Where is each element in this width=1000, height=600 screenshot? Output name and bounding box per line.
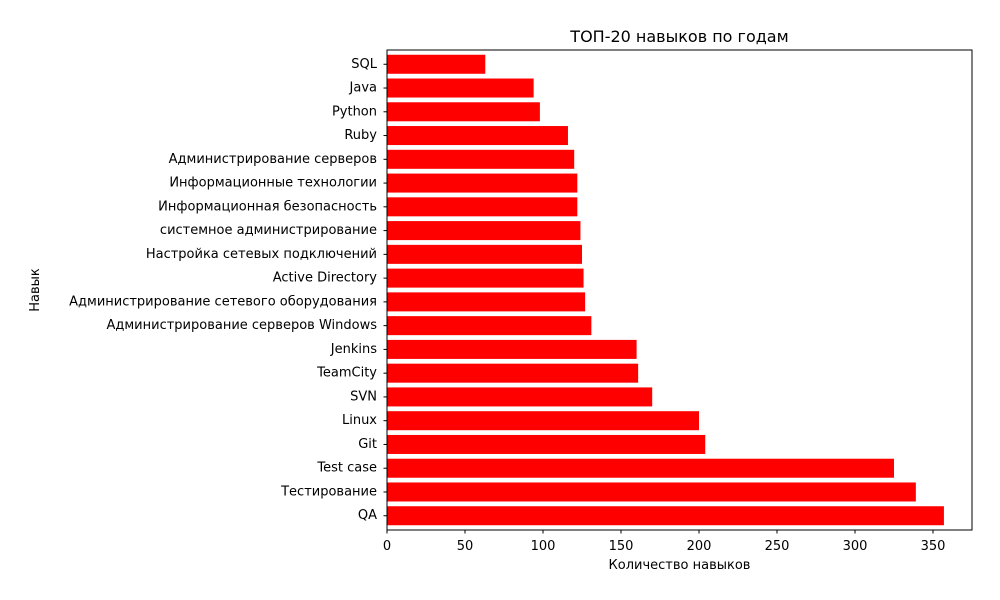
y-axis-ticks: QA Тестирование Test case Git Linux SVN TeamCi… — [69, 57, 387, 523]
y-tick-label: Jenkins — [330, 342, 377, 357]
bar — [387, 102, 540, 122]
x-axis-label: Количество навыков — [609, 558, 751, 573]
bar — [387, 221, 581, 241]
y-tick-label: Информационные технологии — [169, 176, 377, 191]
y-tick-label: Python — [332, 104, 377, 119]
bar — [387, 339, 637, 359]
y-tick-label: Информационная безопасность — [158, 199, 377, 214]
y-tick-label: Ruby — [344, 128, 377, 143]
x-tick-label: 250 — [765, 539, 790, 554]
bar — [387, 482, 916, 502]
x-tick-label: 50 — [457, 539, 474, 554]
y-tick-label: Git — [358, 437, 377, 452]
bar — [387, 434, 706, 454]
bar — [387, 244, 582, 264]
y-tick-label: системное администрирование — [160, 223, 377, 238]
bar — [387, 292, 586, 312]
plot-frame — [386, 49, 973, 531]
y-tick-label: Администрирование серверов Windows — [106, 318, 377, 333]
x-tick-label: 150 — [609, 539, 634, 554]
bar — [387, 411, 699, 431]
bar — [387, 387, 653, 407]
y-tick-label: Администрирование серверов — [169, 152, 377, 167]
y-tick-label: Тестирование — [280, 484, 377, 499]
y-tick-label: Linux — [342, 413, 377, 428]
x-axis-ticks: 0 50 100 150 200 250 300 350 — [383, 530, 946, 554]
bar — [387, 78, 534, 98]
y-tick-label: SQL — [351, 57, 377, 72]
y-tick-label: QA — [358, 508, 377, 523]
x-tick-label: 350 — [921, 539, 946, 554]
y-axis-label: Навык — [28, 268, 43, 312]
bar — [387, 126, 568, 146]
y-tick-label: SVN — [350, 389, 377, 404]
chart-title: ТОП-20 навыков по годам — [569, 27, 788, 46]
x-tick-label: 0 — [383, 539, 391, 554]
bar — [387, 197, 578, 217]
bar — [387, 149, 575, 169]
bars-group — [387, 54, 944, 526]
x-tick-label: 300 — [843, 539, 868, 554]
bar — [387, 54, 486, 74]
bar — [387, 173, 578, 193]
bar — [387, 316, 592, 336]
y-tick-label: Java — [349, 81, 377, 96]
bar — [387, 268, 584, 288]
x-tick-label: 100 — [531, 539, 556, 554]
y-tick-label: TeamCity — [316, 366, 377, 381]
bar — [387, 363, 639, 383]
bar — [387, 506, 944, 526]
y-tick-label: Администрирование сетевого оборудования — [69, 294, 377, 309]
bar — [387, 458, 894, 478]
y-tick-label: Настройка сетевых подключений — [146, 247, 377, 262]
y-tick-label: Active Directory — [273, 271, 378, 286]
y-tick-label: Test case — [316, 461, 377, 476]
x-tick-label: 200 — [687, 539, 712, 554]
